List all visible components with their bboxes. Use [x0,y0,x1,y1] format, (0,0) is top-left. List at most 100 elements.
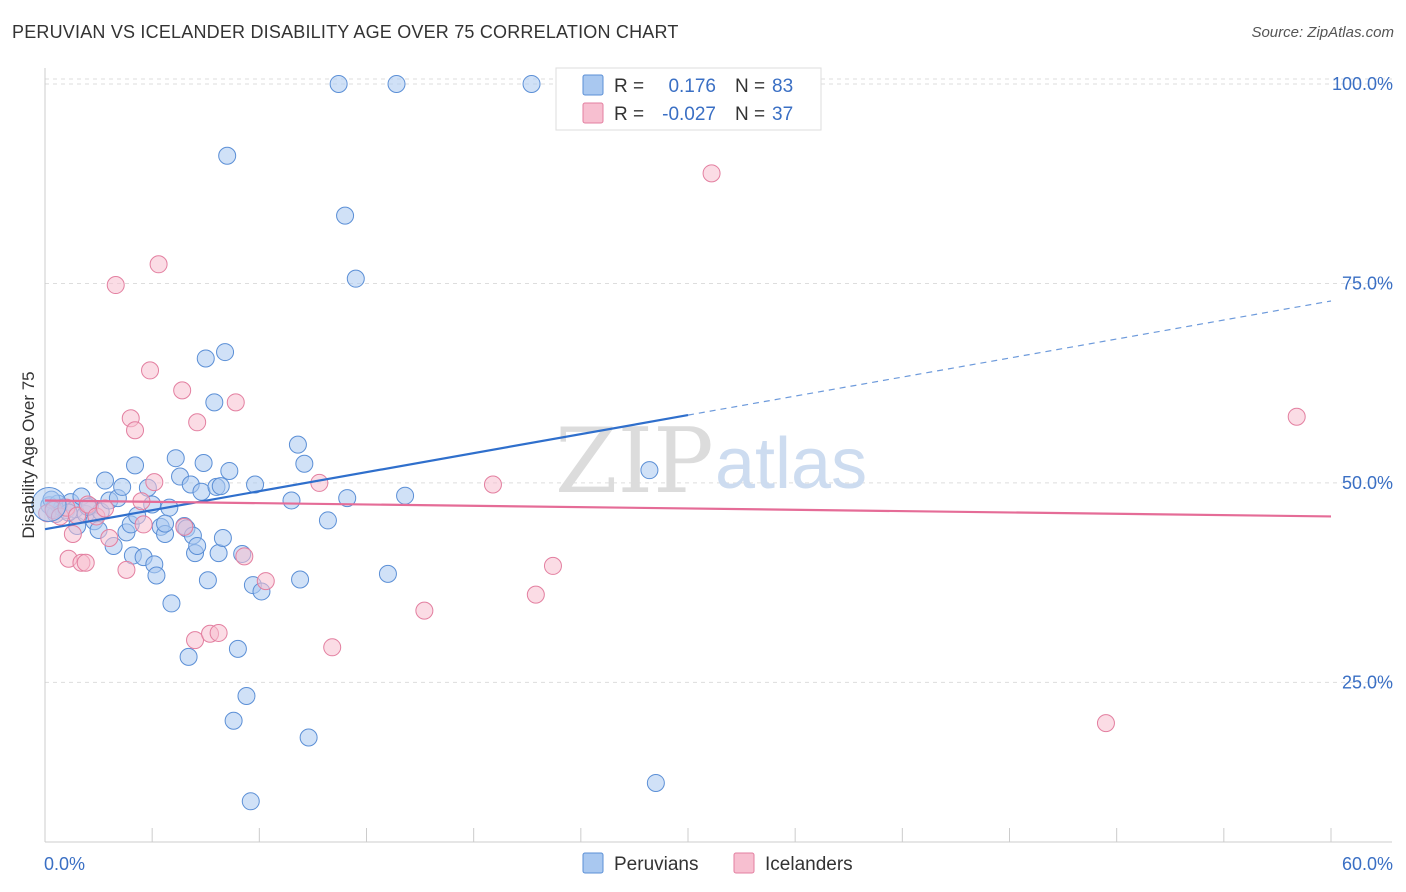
icelanders-point-21 [149,255,168,274]
icelanders-point-27 [209,623,228,642]
y-tick-label-1: 50.0% [1342,473,1393,493]
peruvians-point-76 [396,486,415,505]
icelanders-point-22 [175,517,194,536]
icelanders-point-38 [1096,714,1115,733]
peruvians-point-29 [147,566,166,585]
peruvians-point-55 [220,461,239,480]
peruvians-point-67 [295,454,314,473]
peruvians-point-66 [291,570,310,589]
peruvians-point-75 [387,74,406,93]
icelanders-point-30 [256,572,275,591]
legend-r-value-peruvians: 0.176 [668,76,716,97]
legend-bottom-swatch-icelanders [733,852,755,874]
icelanders-point-34 [483,475,502,494]
icelanders-point-28 [226,393,245,412]
peruvians-point-53 [216,343,235,362]
icelanders-trend-line [44,499,1332,518]
y-tick-labels: 25.0% 50.0% 75.0% 100.0% [1332,74,1393,692]
peruvians-point-73 [346,269,365,288]
chart-title: PERUVIAN VS ICELANDER DISABILITY AGE OVE… [12,22,679,42]
peruvians-point-68 [299,728,318,747]
y-tick-label-0: 25.0% [1342,672,1393,692]
x-tick-label-1: 60.0% [1342,854,1393,874]
peruvians-point-cluster [31,486,67,522]
icelanders-point-24 [186,631,205,650]
y-tick-label-3: 100.0% [1332,74,1393,94]
legend-r-label-icelanders: R = [614,104,644,125]
icelanders-point-23 [173,381,192,400]
peruvians-point-74 [378,564,397,583]
icelanders-point-18 [134,515,153,534]
peruvians-point-69 [318,511,337,530]
icelanders-point-39 [1287,407,1306,426]
peruvians-point-34 [162,594,181,613]
peruvians-point-54 [218,146,237,165]
legend-r-value-icelanders: -0.027 [662,104,716,125]
icelanders-point-31 [310,473,329,492]
peruvians-trend-extension [687,300,1332,416]
legend-bottom-label-peruvians: Peruvians [614,854,699,875]
icelanders-point-5 [63,524,82,543]
peruvians-trend-line [44,414,689,531]
icelanders-point-32 [323,638,342,657]
y-tick-label-2: 75.0% [1342,273,1393,293]
icelanders-point-16 [126,421,145,440]
icelanders-point-35 [526,585,545,604]
peruvians-point-43 [188,536,207,555]
peruvians-point-70 [329,74,348,93]
peruvians-point-44 [192,482,211,501]
peruvians-point-64 [282,491,301,510]
icelanders-point-19 [141,361,160,380]
legend-swatch-peruvians [582,74,604,96]
icelanders-point-33 [415,601,434,620]
peruvians-point-45 [194,453,213,472]
legend-r-label-peruvians: R = [614,76,644,97]
watermark-atlas: atlas [715,424,867,504]
peruvians-point-19 [113,477,132,496]
peruvians-point-51 [211,477,230,496]
peruvians-point-57 [228,639,247,658]
icelanders-point-20 [145,473,164,492]
peruvians-point-65 [288,435,307,454]
icelanders-point-13 [106,276,125,295]
peruvians-point-52 [213,528,232,547]
legend-bottom-swatch-peruvians [582,852,604,874]
x-tick-labels: 0.0% 60.0% [44,854,1393,874]
legend-n-label-icelanders: N = [735,104,765,125]
peruvians-point-46 [196,349,215,368]
trend-lines [44,300,1332,531]
icelanders-point-11 [96,499,115,518]
legend-n-value-icelanders: 37 [772,104,793,125]
peruvians-point-77 [522,74,541,93]
peruvians-point-59 [237,686,256,705]
icelanders-point-8 [76,553,95,572]
legend-bottom-label-icelanders: Icelanders [765,854,853,875]
icelanders-point-36 [543,556,562,575]
icelanders-point-37 [702,164,721,183]
peruvians-point-35 [166,449,185,468]
peruvians-point-48 [205,393,224,412]
peruvians-point-39 [179,647,198,666]
peruvians-point-60 [241,792,260,811]
icelanders-point-12 [100,528,119,547]
y-axis-label: Disability Age Over 75 [19,371,38,538]
peruvians-point-33 [156,514,175,533]
watermark: ZIP atlas [555,409,867,514]
source-label: Source: ZipAtlas.com [1251,24,1394,41]
peruvians-point-71 [336,206,355,225]
peruvians-point-72 [338,489,357,508]
icelanders-point-25 [188,413,207,432]
icelanders-point-14 [117,560,136,579]
axes [44,68,1392,843]
peruvians-point-50 [209,544,228,563]
peruvians-point-79 [646,773,665,792]
legend-swatch-icelanders [582,102,604,124]
legend-series: Peruvians Icelanders [582,852,853,875]
x-tick-label-0: 0.0% [44,854,85,874]
peruvians-point-47 [198,571,217,590]
legend-n-value-peruvians: 83 [772,76,793,97]
peruvians-point-78 [640,461,659,480]
peruvians-point-15 [96,471,115,490]
icelanders-point-29 [235,547,254,566]
